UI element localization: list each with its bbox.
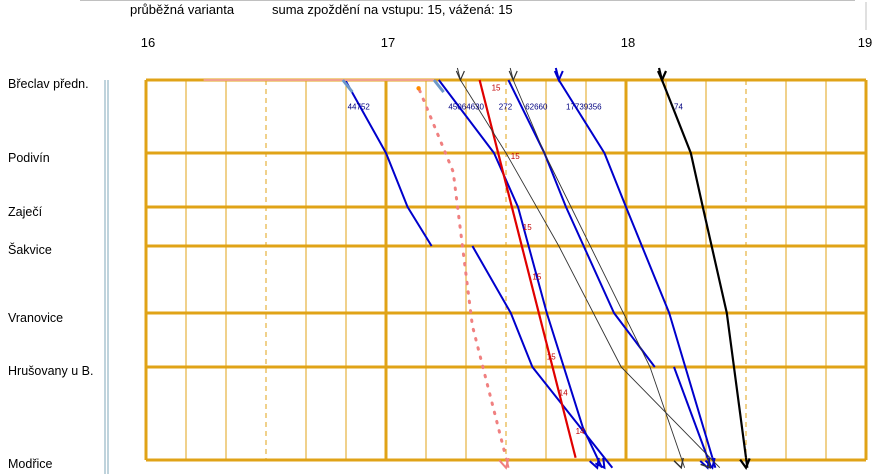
station-label: Vranovice (8, 311, 64, 325)
train-number-label: 62660 (525, 103, 548, 112)
train-path (660, 79, 748, 458)
train-path-extension (709, 457, 721, 469)
train-path (507, 79, 656, 368)
delay-label: 15 (492, 83, 501, 92)
delay-label: 15 (547, 352, 556, 361)
train-path (341, 79, 354, 93)
delay-label: 15 (523, 223, 532, 232)
train-path-extension (505, 457, 510, 468)
train-path (478, 79, 577, 459)
hour-label-18: 18 (620, 35, 636, 50)
hour-label-17: 17 (380, 35, 396, 50)
train-number-label: 17739356 (566, 103, 602, 112)
train-number-label: 45064630 (448, 103, 484, 112)
train-entry-arrow (456, 67, 461, 81)
train-entry-arrow (509, 67, 514, 81)
train-path (460, 79, 711, 459)
variant-label: průběžná varianta (130, 2, 235, 17)
station-label: Modřice (8, 457, 53, 471)
train-path (418, 88, 508, 460)
train-path-extension (680, 457, 686, 468)
delay-label: 15 (532, 272, 541, 281)
train-number-label: 74 (674, 103, 683, 112)
train-path-extension (744, 457, 749, 468)
station-label: Šakvice (8, 243, 52, 257)
train-path (344, 79, 433, 247)
train-arrowhead (700, 457, 712, 469)
hour-label-19: 19 (857, 35, 873, 50)
delay-summary: suma zpoždění na vstupu: 15, vážená: 15 (272, 2, 513, 17)
station-label: Podivín (8, 151, 50, 165)
train-path-extension (603, 457, 614, 469)
station-label: Zaječí (8, 205, 43, 219)
station-label: Hrušovany u B. (8, 364, 94, 378)
train-path (557, 79, 714, 459)
hour-label-16: 16 (140, 35, 156, 50)
train-path (512, 79, 682, 458)
train-number-label: 272 (499, 103, 513, 112)
station-label: Břeclav předn. (8, 77, 89, 91)
delay-marker-dot (416, 86, 421, 91)
train-entry-arrow (657, 67, 664, 81)
train-path (673, 366, 709, 459)
train-number-label: 44752 (348, 103, 371, 112)
train-path (438, 79, 599, 459)
delay-label: 14 (559, 388, 568, 397)
train-arrowhead (739, 458, 751, 471)
delay-label: 14 (576, 427, 585, 436)
delay-label: 15 (511, 152, 520, 161)
train-path-extension (711, 457, 717, 469)
train-path (432, 79, 445, 93)
train-path (471, 245, 606, 459)
train-arrowhead (594, 457, 606, 470)
train-entry-arrow (554, 67, 560, 81)
